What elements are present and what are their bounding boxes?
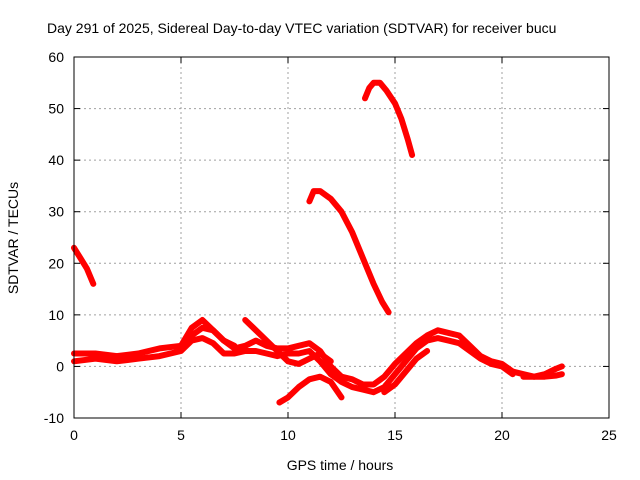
x-axis-label: GPS time / hours — [287, 457, 394, 473]
y-tick-label: 60 — [48, 49, 64, 65]
traces-layer — [71, 79, 565, 406]
y-tick-label: 10 — [48, 307, 64, 323]
chart-title: Day 291 of 2025, Sidereal Day-to-day VTE… — [47, 20, 556, 36]
series-line-arc-low-dip — [276, 373, 345, 406]
series-line-arc-early-high — [71, 244, 97, 287]
x-tick-label: 25 — [601, 427, 617, 443]
series-line-tail-arc-g — [520, 371, 565, 380]
x-tick-label: 20 — [494, 427, 510, 443]
series-line-short-arc-c — [178, 317, 238, 349]
y-tick-label: 0 — [56, 358, 64, 374]
x-tick-label: 0 — [70, 427, 78, 443]
y-tick-label: 30 — [48, 204, 64, 220]
y-tick-label: -10 — [44, 410, 64, 426]
series-line-short-arc-d — [242, 317, 334, 367]
y-tick-label: 20 — [48, 255, 64, 271]
x-tick-label: 10 — [280, 427, 296, 443]
series-line-arc-mid-high — [306, 188, 392, 316]
x-tick-label: 15 — [387, 427, 403, 443]
y-axis-label: SDTVAR / TECUs — [5, 182, 21, 294]
y-tick-label: 40 — [48, 152, 64, 168]
plot-frame — [73, 56, 610, 419]
series-line-short-arc-e — [381, 348, 431, 396]
x-tick-label: 5 — [177, 427, 185, 443]
series-line-base-band-b — [71, 335, 516, 396]
grid-layer — [74, 57, 609, 418]
series-line-arc-peak — [362, 79, 416, 158]
y-tick-label: 50 — [48, 101, 64, 117]
ticks-layer: 0 5 10 15 20 25 -10 0 10 20 30 40 50 60 — [44, 49, 617, 443]
